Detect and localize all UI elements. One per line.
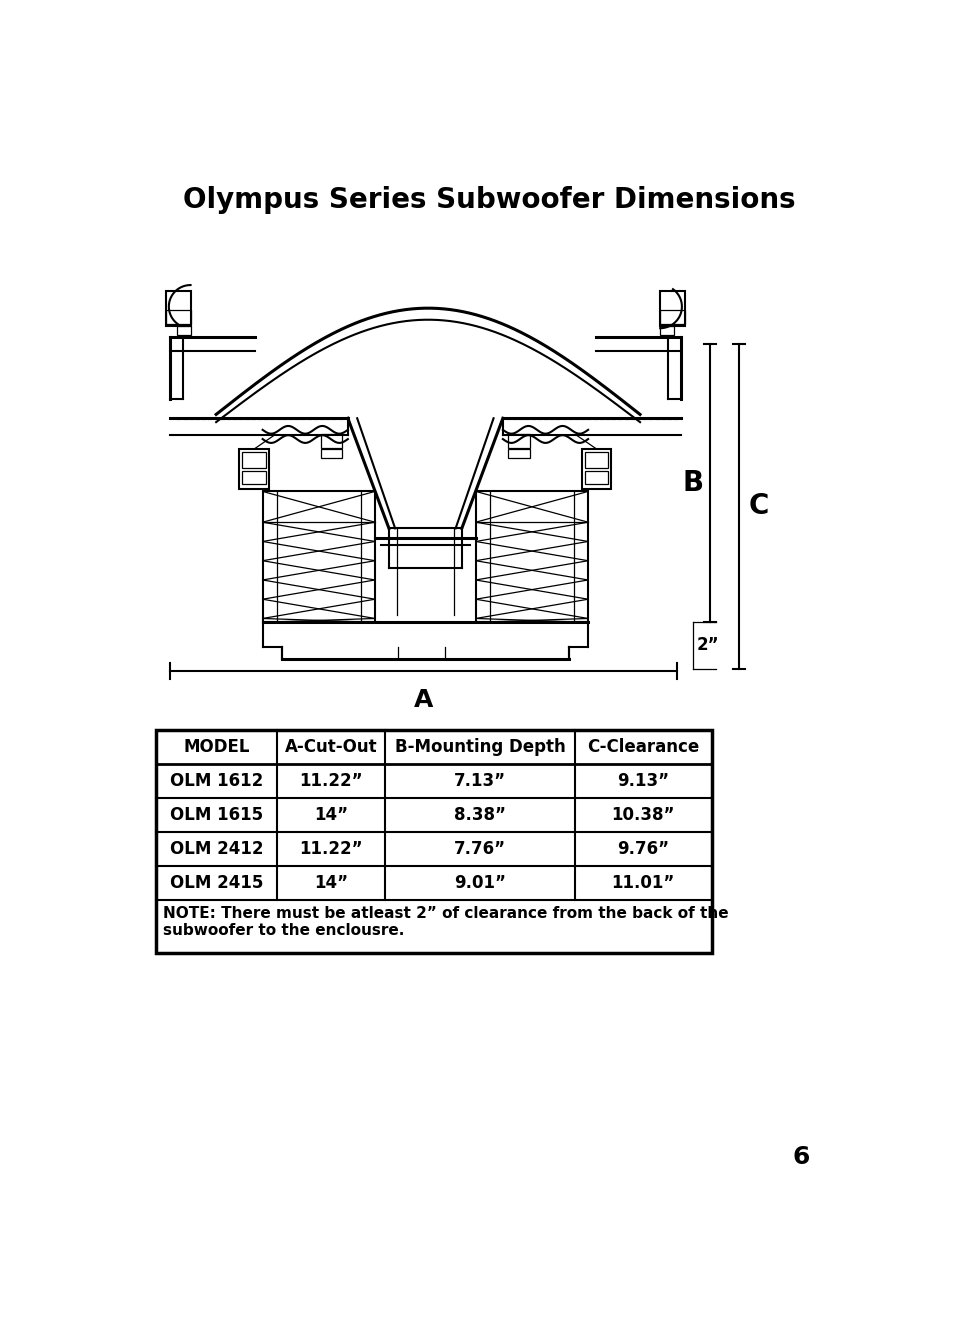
Text: 11.22”: 11.22” — [298, 772, 362, 790]
Bar — [659, 291, 684, 326]
Bar — [476, 492, 587, 623]
Text: 7.76”: 7.76” — [454, 840, 505, 858]
Text: B-Mounting Depth: B-Mounting Depth — [395, 737, 565, 756]
Text: 8.38”: 8.38” — [454, 806, 505, 824]
Bar — [262, 492, 375, 623]
Bar — [242, 452, 266, 468]
Text: 2”: 2” — [696, 636, 719, 655]
Text: OLM 2412: OLM 2412 — [170, 840, 263, 858]
Bar — [508, 434, 530, 448]
Text: OLM 1615: OLM 1615 — [170, 806, 263, 824]
Bar — [508, 449, 530, 458]
Text: 11.22”: 11.22” — [298, 840, 362, 858]
Bar — [239, 449, 269, 489]
Text: 9.01”: 9.01” — [454, 874, 505, 891]
Bar — [320, 434, 342, 448]
Text: 6: 6 — [792, 1145, 809, 1169]
Text: 11.01”: 11.01” — [611, 874, 674, 891]
Bar — [156, 729, 711, 954]
Text: OLM 1612: OLM 1612 — [170, 772, 263, 790]
Bar — [659, 326, 674, 335]
Text: A-Cut-Out: A-Cut-Out — [284, 737, 376, 756]
Bar — [584, 470, 608, 485]
Bar — [177, 326, 192, 335]
Text: OLM 2415: OLM 2415 — [170, 874, 263, 891]
Text: 9.76”: 9.76” — [616, 840, 668, 858]
Bar — [242, 470, 266, 485]
Text: NOTE: There must be atleast 2” of clearance from the back of the
subwoofer to th: NOTE: There must be atleast 2” of cleara… — [162, 906, 727, 938]
Text: 14”: 14” — [314, 874, 348, 891]
Text: C-Clearance: C-Clearance — [586, 737, 699, 756]
Text: MODEL: MODEL — [183, 737, 250, 756]
Bar — [320, 449, 342, 458]
Text: 14”: 14” — [314, 806, 348, 824]
Bar — [581, 449, 611, 489]
Text: A: A — [414, 688, 433, 712]
Text: 9.13”: 9.13” — [616, 772, 668, 790]
Text: 7.13”: 7.13” — [454, 772, 505, 790]
Text: B: B — [681, 469, 703, 497]
Bar — [166, 310, 191, 325]
Bar — [659, 310, 684, 325]
Text: C: C — [748, 492, 768, 520]
Bar — [584, 452, 608, 468]
Bar — [166, 291, 191, 326]
Text: Olympus Series Subwoofer Dimensions: Olympus Series Subwoofer Dimensions — [182, 186, 795, 214]
Text: 10.38”: 10.38” — [610, 806, 674, 824]
